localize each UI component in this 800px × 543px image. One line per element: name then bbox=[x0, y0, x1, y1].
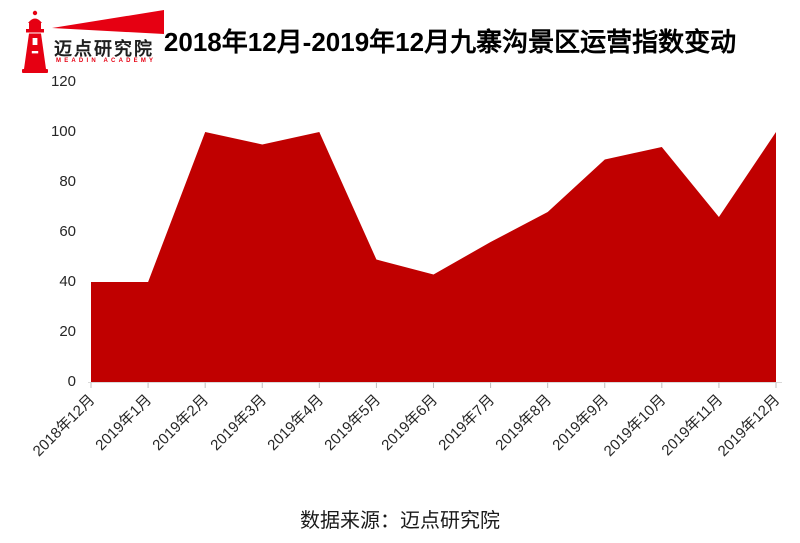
y-axis-label: 60 bbox=[59, 223, 76, 240]
area-series-shape bbox=[91, 132, 776, 382]
brand-subtitle: MEADIN ACADEMY bbox=[56, 58, 157, 64]
x-axis-ticks bbox=[90, 382, 777, 388]
light-beam-shape bbox=[52, 10, 164, 34]
brand-name: 迈点研究院 bbox=[54, 39, 154, 59]
brand-logo: 迈点研究院 MEADIN ACADEMY bbox=[14, 5, 164, 75]
y-axis-label: 80 bbox=[59, 173, 76, 190]
y-axis-label: 100 bbox=[50, 123, 76, 140]
y-axis-label: 40 bbox=[59, 273, 76, 290]
chart-title: 2018年12月-2019年12月九寨沟景区运营指数变动 bbox=[163, 27, 737, 57]
y-axis-label: 20 bbox=[59, 323, 76, 340]
y-axis-label: 0 bbox=[67, 373, 76, 390]
data-source-note: 数据来源：迈点研究院 bbox=[300, 510, 500, 532]
lighthouse-tower-shape bbox=[22, 10, 48, 73]
y-axis-label: 120 bbox=[50, 73, 76, 90]
lighthouse-icon bbox=[22, 10, 164, 73]
